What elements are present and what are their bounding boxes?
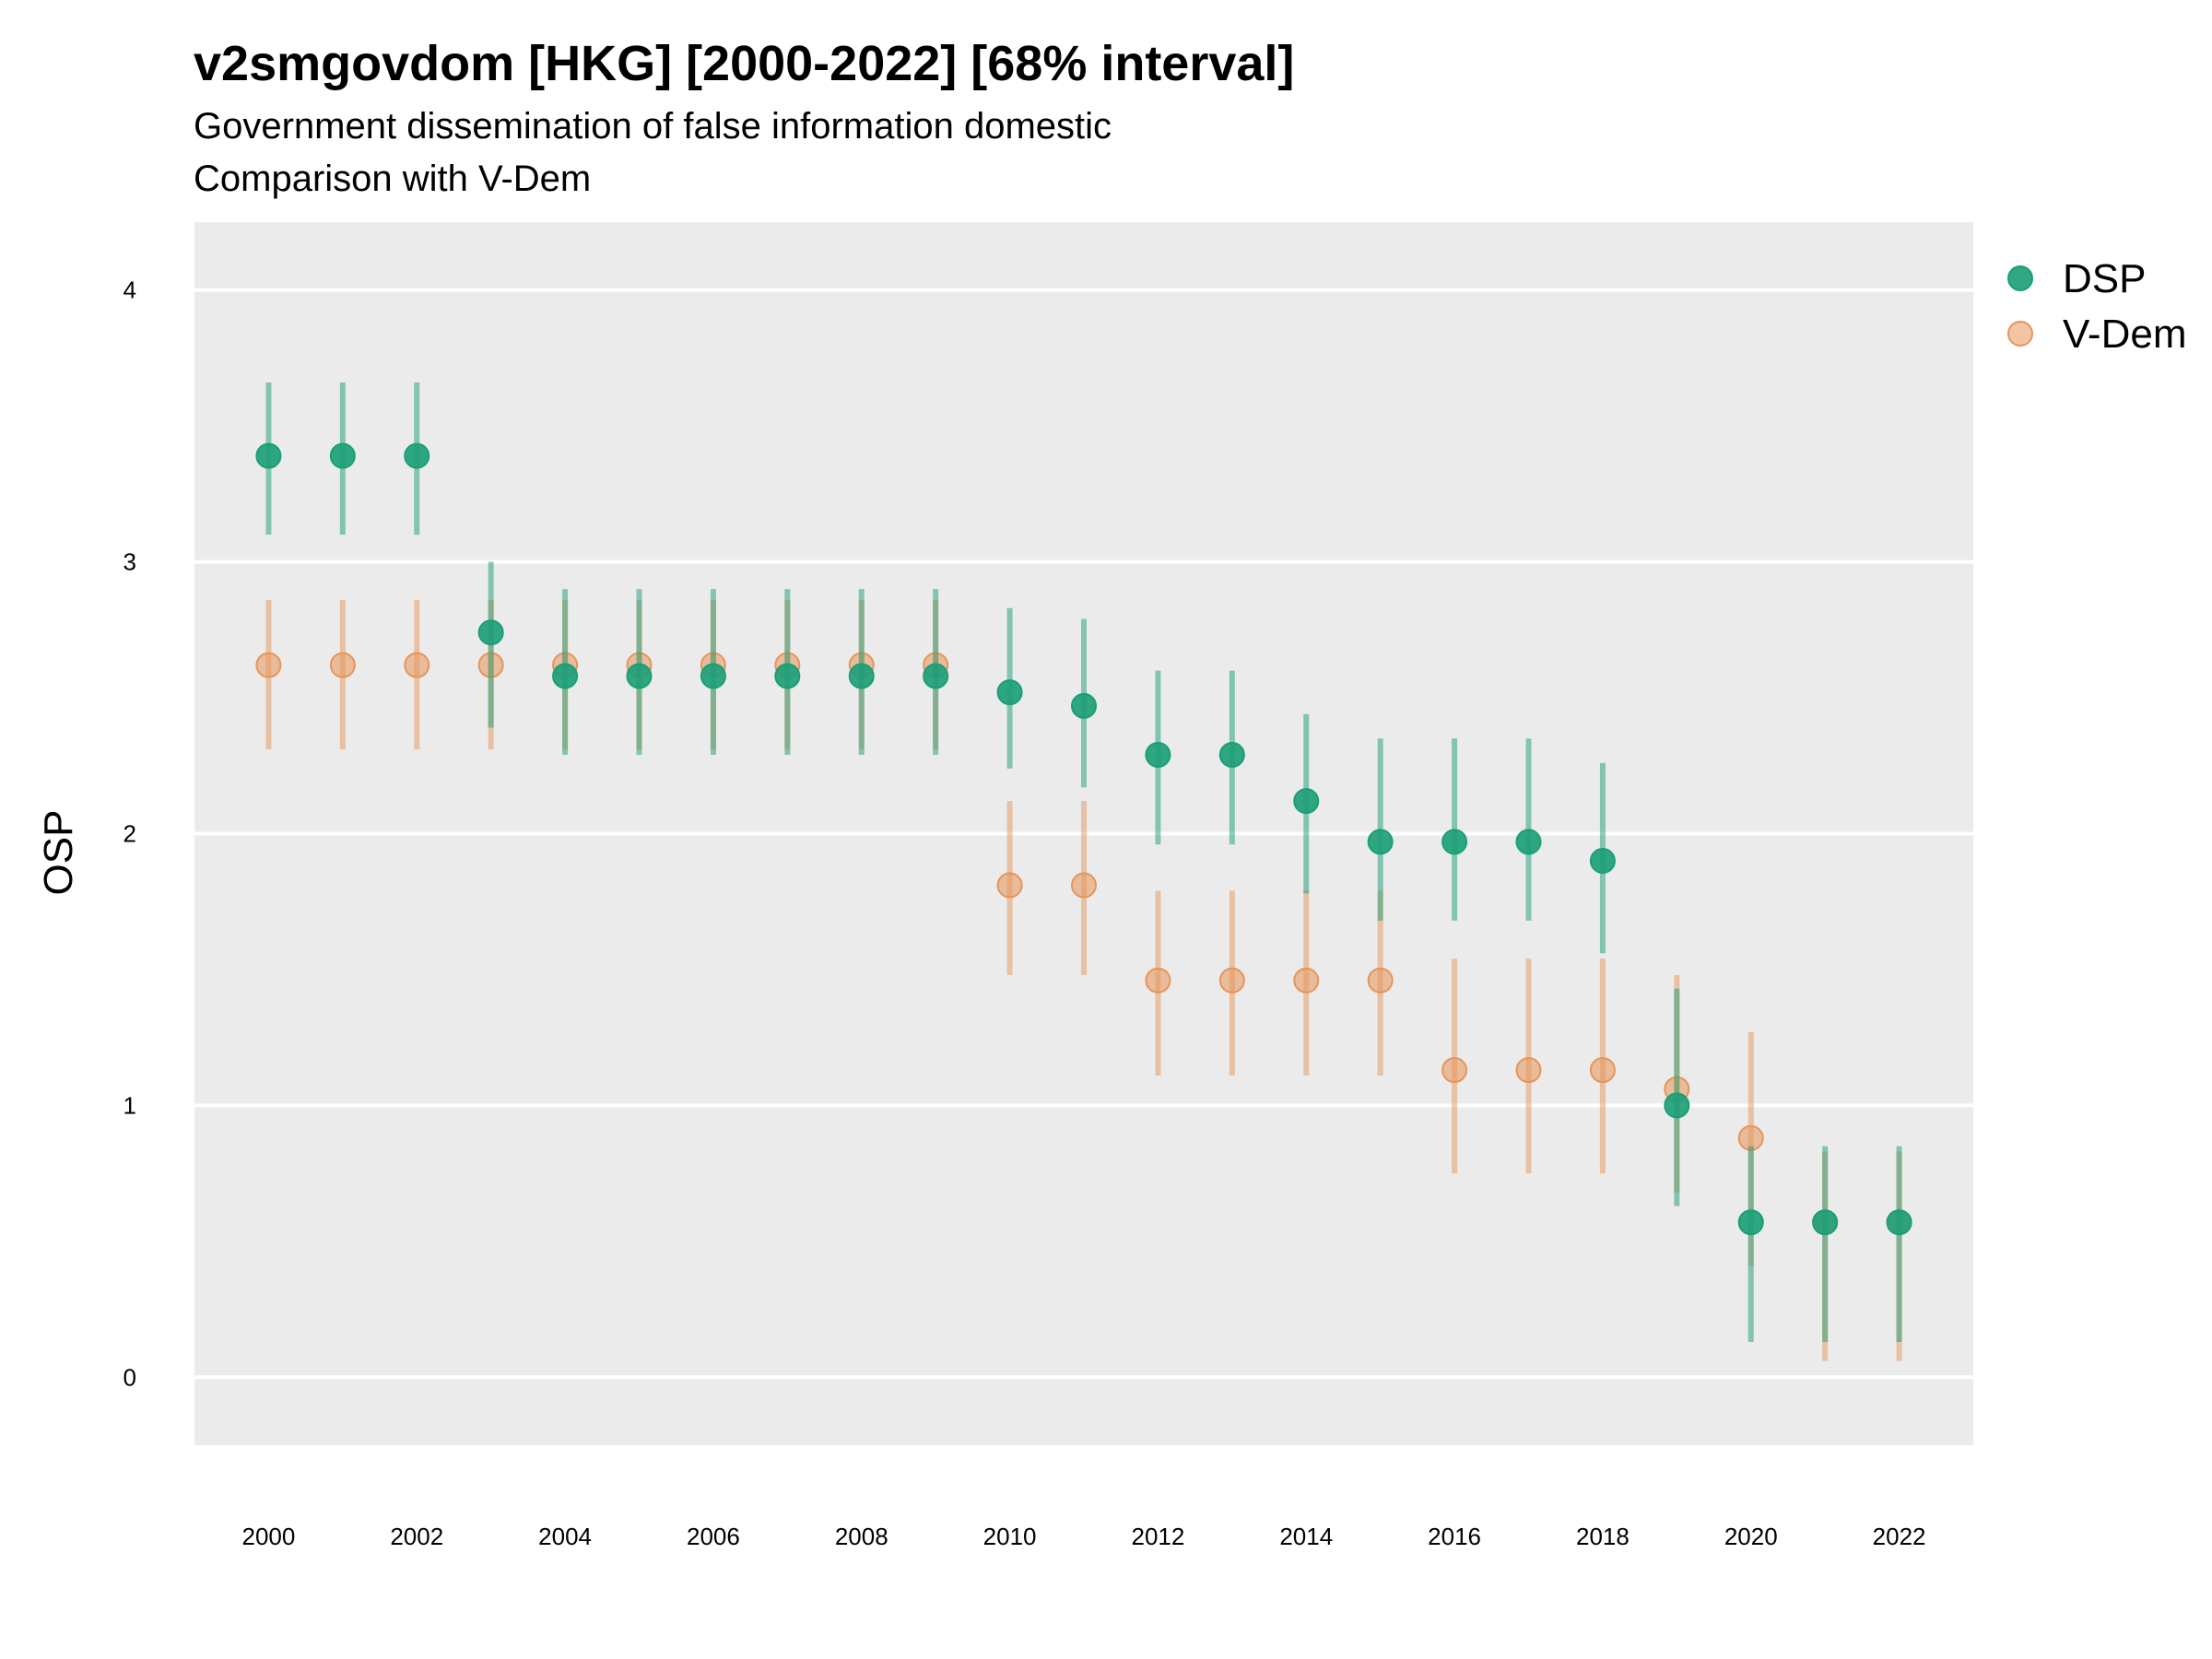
dsp-point [1145, 741, 1171, 768]
dsp-point [1071, 692, 1097, 719]
dsp-point [1441, 829, 1468, 855]
y-tick-label: 0 [124, 1363, 136, 1391]
dsp-point [1293, 788, 1320, 815]
v-dem-point [1145, 967, 1171, 994]
x-tick-label: 2014 [1279, 1523, 1333, 1550]
dsp-point [626, 663, 653, 689]
x-tick-label: 2012 [1131, 1523, 1184, 1550]
legend-label: DSP [2063, 256, 2146, 301]
y-tick-label: 4 [124, 276, 136, 304]
x-tick-label: 2016 [1428, 1523, 1481, 1550]
v-dem-point [996, 872, 1023, 899]
x-tick-label: 2020 [1724, 1523, 1778, 1550]
dsp-point [1812, 1209, 1839, 1236]
x-tick-label: 2000 [241, 1523, 295, 1550]
dsp-point [1737, 1209, 1764, 1236]
series-dsp [255, 382, 1912, 1342]
v-dem-point [1589, 1057, 1616, 1084]
y-tick-label: 1 [124, 1091, 136, 1119]
y-tick-label: 2 [124, 820, 136, 848]
v-dem-point [329, 652, 356, 678]
v-dem-point [1367, 967, 1394, 994]
dsp-point [1886, 1209, 1912, 1236]
x-axis: 2000 2002 2004 2006 2008 2010 2012 2014 2016 2018… [241, 1523, 1925, 1550]
v-dem-point [1218, 967, 1245, 994]
dsp-point [996, 679, 1023, 706]
v-dem-point [255, 652, 282, 678]
y-tick-label: 3 [124, 548, 136, 576]
dsp-point [1589, 847, 1616, 874]
x-tick-label: 2018 [1576, 1523, 1630, 1550]
dsp-point [848, 663, 875, 689]
dsp-point [329, 442, 356, 469]
x-tick-label: 2022 [1873, 1523, 1926, 1550]
legend: DSP V-Dem [2007, 256, 2186, 357]
legend-key-v-dem [2007, 321, 2033, 347]
dsp-point [1664, 1092, 1690, 1119]
dsp-point [1218, 741, 1245, 768]
dsp-point [1367, 829, 1394, 855]
dsp-point [774, 663, 801, 689]
chart-caption: Comparison with V-Dem [194, 159, 592, 199]
x-tick-label: 2006 [687, 1523, 740, 1550]
dsp-point [552, 663, 579, 689]
x-tick-label: 2002 [390, 1523, 443, 1550]
v-dem-point [404, 652, 430, 678]
x-tick-label: 2004 [538, 1523, 592, 1550]
dsp-point [700, 663, 726, 689]
chart-title: v2smgovdom [HKG] [2000-2022] [68% interv… [194, 36, 1295, 91]
x-tick-label: 2008 [835, 1523, 888, 1550]
v-dem-point [1293, 967, 1320, 994]
legend-key-dsp [2007, 265, 2033, 291]
chart-subtitle: Government dissemination of false inform… [194, 106, 1112, 147]
y-axis-title: OSP [36, 810, 81, 896]
v-dem-point [1071, 872, 1097, 899]
y-axis: 0 1 2 3 4 [124, 276, 136, 1392]
dsp-point [923, 663, 949, 689]
dsp-point [255, 442, 282, 469]
v-dem-point [1441, 1057, 1468, 1084]
dsp-point [404, 442, 430, 469]
dsp-point [477, 619, 504, 646]
v-dem-point [1515, 1057, 1542, 1084]
legend-label: V-Dem [2063, 312, 2186, 357]
x-tick-label: 2010 [983, 1523, 1037, 1550]
dsp-point [1515, 829, 1542, 855]
